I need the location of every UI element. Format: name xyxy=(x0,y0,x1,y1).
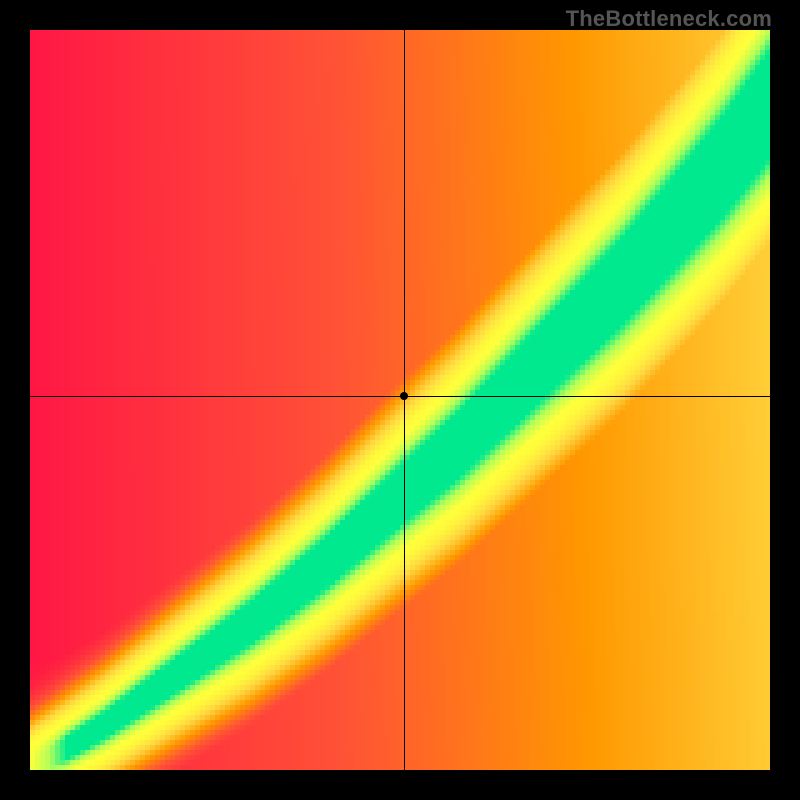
plot-area xyxy=(30,30,770,770)
watermark-text: TheBottleneck.com xyxy=(566,6,772,32)
heatmap-canvas xyxy=(30,30,770,770)
chart-container: TheBottleneck.com xyxy=(0,0,800,800)
data-point-marker xyxy=(400,392,408,400)
